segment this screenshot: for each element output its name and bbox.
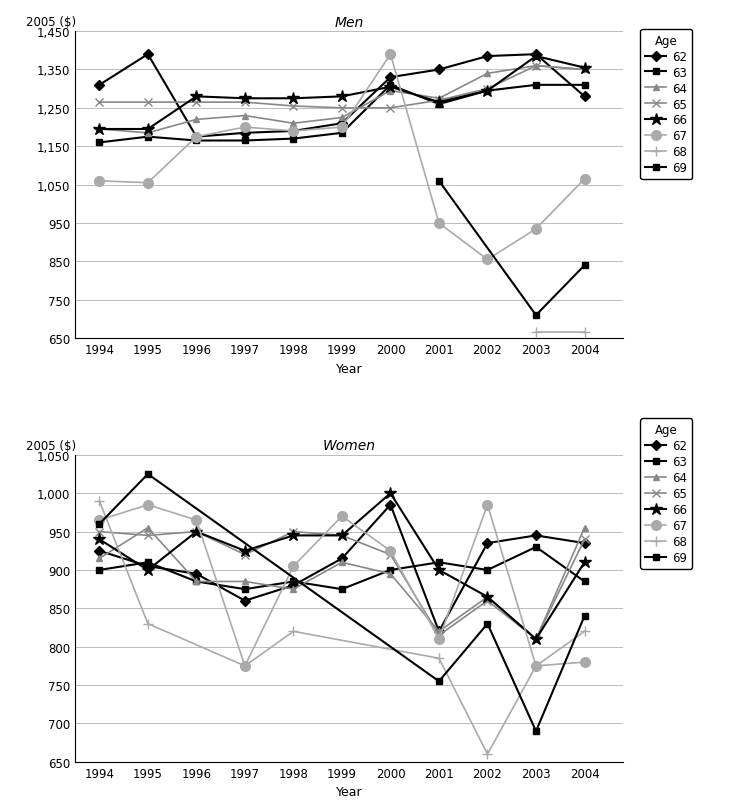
Title: Women: Women [323, 439, 376, 452]
Title: Men: Men [335, 15, 363, 30]
X-axis label: Year: Year [336, 363, 363, 375]
Y-axis label: 2005 ($): 2005 ($) [26, 439, 76, 452]
Y-axis label: 2005 ($): 2005 ($) [26, 16, 76, 29]
Legend: 62, 63, 64, 65, 66, 67, 68, 69: 62, 63, 64, 65, 66, 67, 68, 69 [641, 419, 692, 569]
X-axis label: Year: Year [336, 785, 363, 798]
Legend: 62, 63, 64, 65, 66, 67, 68, 69: 62, 63, 64, 65, 66, 67, 68, 69 [641, 30, 692, 180]
